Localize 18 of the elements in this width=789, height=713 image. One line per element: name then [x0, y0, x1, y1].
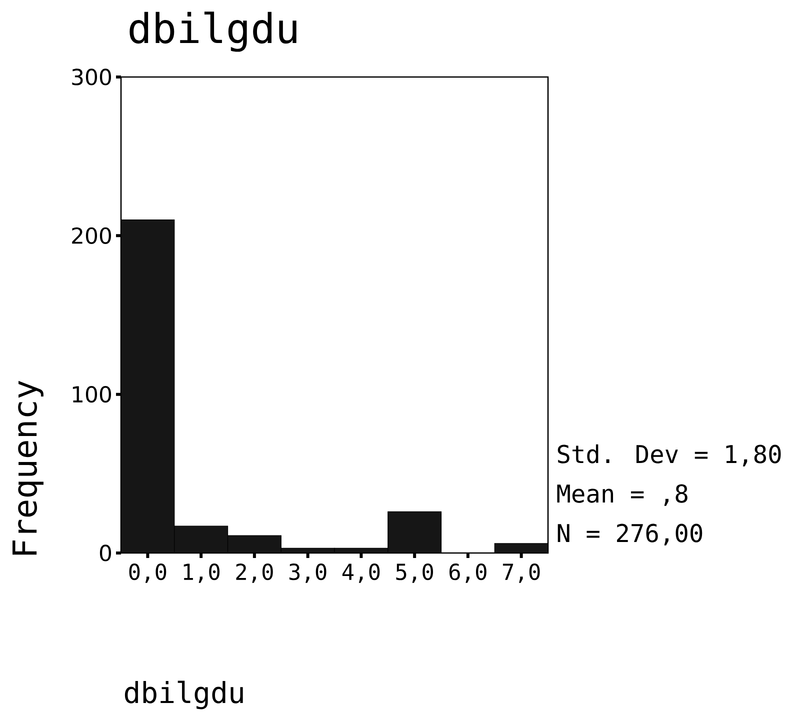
y-tick-label: 300 [72, 68, 112, 86]
y-axis-title: Frequency [12, 380, 44, 555]
x-tick-label: 7,0 [502, 564, 540, 583]
text: N = 276,00 [558, 524, 702, 546]
text: Std. Dev = 1,80 [558, 444, 781, 466]
x-tick-label: 6,0 [450, 564, 486, 583]
x-tick-label: 0,0 [129, 564, 166, 583]
x-tick-label: 3,0 [289, 564, 326, 583]
x-tick-label: 5,0 [396, 564, 434, 583]
x-axis-title: dbilgdu [124, 680, 243, 710]
x-tick-label: 2,0 [236, 564, 273, 583]
y-tick-label: 200 [72, 227, 112, 244]
y-tick-label: 100 [72, 386, 112, 403]
x-tick-label: 1,0 [184, 564, 220, 583]
chart-title: dbilgdu [130, 12, 296, 52]
x-tick-label: 4,0 [342, 564, 380, 583]
y-tick-label: 0 [100, 544, 112, 562]
text: Mean = ,8 [557, 484, 688, 506]
